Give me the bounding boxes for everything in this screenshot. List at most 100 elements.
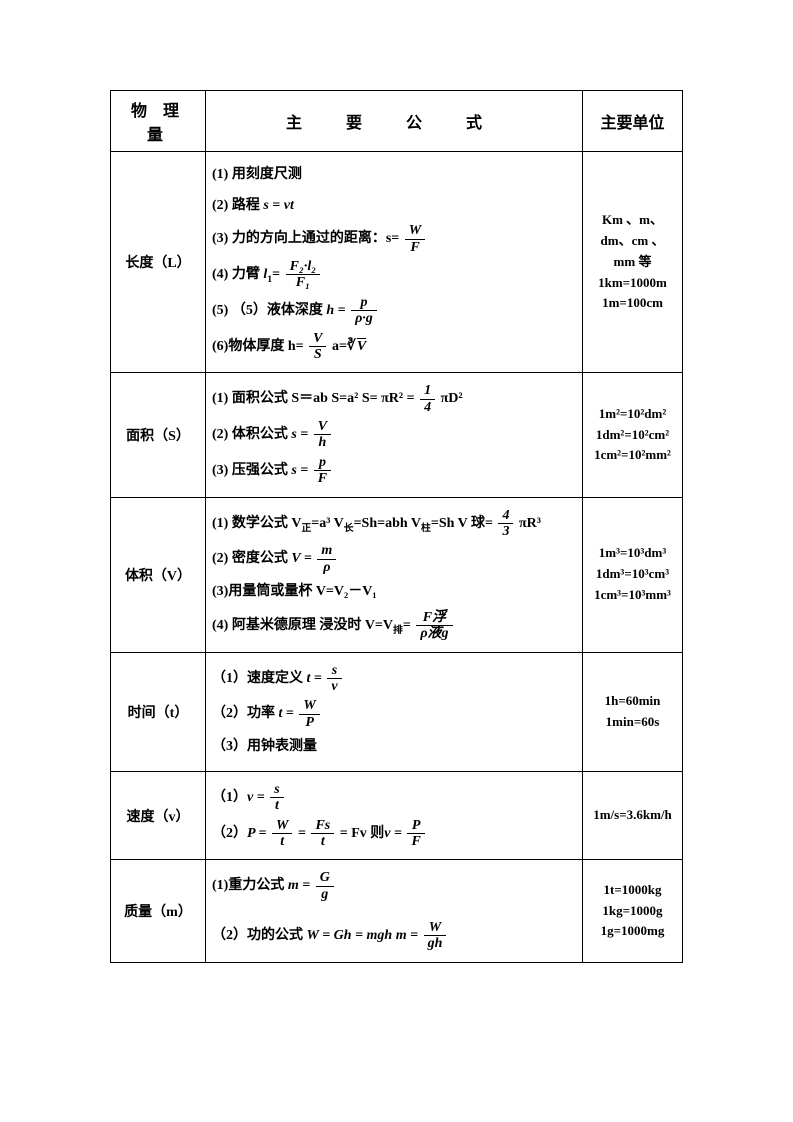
numerator: W: [299, 698, 319, 714]
numerator: m: [317, 543, 336, 559]
text: =Sh V 球=: [431, 516, 493, 531]
denominator: ρ: [317, 560, 336, 575]
formula-line: (3) 力的方向上通过的距离：s= WF: [212, 223, 576, 255]
text: (4) 力臂: [212, 267, 260, 282]
subscript: 正: [301, 523, 311, 534]
unit-velocity: 1m/s=3.6km/h: [583, 771, 683, 860]
fraction: pF: [314, 455, 331, 487]
text: (1) 面积公式 S＝ab S=a² S= πR² =: [212, 391, 418, 406]
fraction: WF: [405, 223, 425, 255]
fraction: Fst: [311, 818, 334, 850]
text: m =: [284, 878, 313, 893]
text: = Fv 则: [340, 826, 385, 841]
text: =: [272, 267, 280, 282]
unit-line: Km 、m、: [589, 210, 676, 231]
header-unit: 主要单位: [583, 91, 683, 152]
unit-line: 1cm²=10²mm²: [589, 445, 676, 466]
unit-area: 1m²=10²dm² 1dm²=10²cm² 1cm²=10²mm²: [583, 373, 683, 497]
unit-line: 1g=1000mg: [589, 921, 676, 942]
formula-line: （2）P = Wt = Fst = Fv 则v = PF: [212, 818, 576, 850]
unit-line: dm、cm 、: [589, 231, 676, 252]
fraction: 43: [498, 508, 513, 540]
formula-line: (2) 体积公式 s = Vh: [212, 419, 576, 451]
text: s =: [291, 463, 311, 478]
numerator: s: [270, 782, 283, 798]
numerator: Fs: [311, 818, 334, 834]
fraction: PF: [407, 818, 424, 850]
text: πD²: [441, 391, 463, 406]
formula-velocity: （1）v = st （2）P = Wt = Fst = Fv 则v = PF: [206, 771, 583, 860]
formula-line: (6)物体厚度 h= VS a=∛V: [212, 331, 576, 363]
text: s=: [386, 231, 399, 246]
text: m =: [396, 928, 422, 943]
numerator: 1: [420, 383, 435, 399]
numerator: W: [405, 223, 425, 239]
qty-area: 面积（S）: [111, 373, 206, 497]
spacer: [212, 906, 576, 916]
unit-mass: 1t=1000kg 1kg=1000g 1g=1000mg: [583, 860, 683, 963]
text: (2) 密度公式: [212, 552, 288, 567]
fraction: sv: [327, 663, 341, 695]
text: （2）功的公式: [212, 928, 307, 943]
text: (3) 压强公式: [212, 463, 291, 478]
unit-line: 1min=60s: [589, 712, 676, 733]
subscript: 长: [344, 523, 354, 534]
fraction: 14: [420, 383, 435, 415]
unit-line: 1m²=10²dm²: [589, 404, 676, 425]
formula-volume: (1) 数学公式 V正=a³ V长=Sh=abh V柱=Sh V 球= 43 π…: [206, 497, 583, 652]
unit-line: 1dm²=10²cm²: [589, 425, 676, 446]
fraction: Vh: [314, 419, 331, 451]
table-row: 长度（L） (1) 用刻度尺测 (2) 路程 s = vt (3) 力的方向上通…: [111, 152, 683, 373]
denominator: ρ·g: [351, 311, 377, 326]
text: v =: [247, 790, 268, 805]
text: t =: [303, 671, 325, 686]
denominator: P: [299, 715, 319, 730]
denominator: 3: [498, 524, 513, 539]
denominator: F: [407, 834, 424, 849]
header-quantity: 物 理 量: [111, 91, 206, 152]
text: （2）: [212, 826, 247, 841]
table-row: 质量（m） (1)重力公式 m = Gg （2）功的公式 W = Gh = mg…: [111, 860, 683, 963]
formula-line: （2）功率 t = WP: [212, 698, 576, 730]
formula-line: (2) 密度公式 V = mρ: [212, 543, 576, 575]
formula-line: (1) 面积公式 S＝ab S=a² S= πR² = 14 πD²: [212, 383, 576, 415]
unit-line: 1h=60min: [589, 691, 676, 712]
text: (2) 路程: [212, 198, 260, 213]
formula-line: （1）速度定义 t = sv: [212, 663, 576, 695]
denominator: h: [314, 435, 331, 450]
fraction: Gg: [316, 870, 334, 902]
text: =: [298, 826, 309, 841]
denominator: gh: [424, 936, 447, 951]
formula-length: (1) 用刻度尺测 (2) 路程 s = vt (3) 力的方向上通过的距离：s…: [206, 152, 583, 373]
formula-time: （1）速度定义 t = sv （2）功率 t = WP （3）用钟表测量: [206, 652, 583, 771]
formula-line: (1) 用刻度尺测: [212, 162, 576, 189]
qty-velocity: 速度（v）: [111, 771, 206, 860]
formula-line: （1）v = st: [212, 782, 576, 814]
unit-line: 1cm³=10³mm³: [589, 585, 676, 606]
qty-length: 长度（L）: [111, 152, 206, 373]
numerator: P: [407, 818, 424, 834]
text: （1）: [212, 790, 247, 805]
physics-formula-table: 物 理 量 主 要 公 式 主要单位 长度（L） (1) 用刻度尺测 (2) 路…: [110, 90, 683, 963]
text: (6)物体厚度: [212, 339, 288, 354]
text: t =: [275, 706, 297, 721]
root-symbol: ∛: [347, 339, 356, 354]
unit-line: mm 等: [589, 252, 676, 273]
qty-volume: 体积（V）: [111, 497, 206, 652]
text: (1)重力公式: [212, 878, 284, 893]
denominator: ρ液g: [416, 626, 452, 641]
denominator: v: [327, 679, 341, 694]
root-content: V: [356, 339, 366, 354]
unit-line: 1m³=10³dm³: [589, 543, 676, 564]
unit-line: 1km=1000m: [589, 273, 676, 294]
denominator: 4: [420, 400, 435, 415]
text: πR³: [519, 516, 541, 531]
fraction: F₂·l₂F₁: [286, 259, 321, 291]
unit-length: Km 、m、 dm、cm 、 mm 等 1km=1000m 1m=100cm: [583, 152, 683, 373]
unit-line: 1m=100cm: [589, 293, 676, 314]
numerator: p: [351, 295, 377, 311]
text: W = Gh = mgh: [307, 928, 396, 943]
text: P =: [247, 826, 270, 841]
formula-line: （2）功的公式 W = Gh = mgh m = Wgh: [212, 920, 576, 952]
text: =: [403, 618, 414, 633]
